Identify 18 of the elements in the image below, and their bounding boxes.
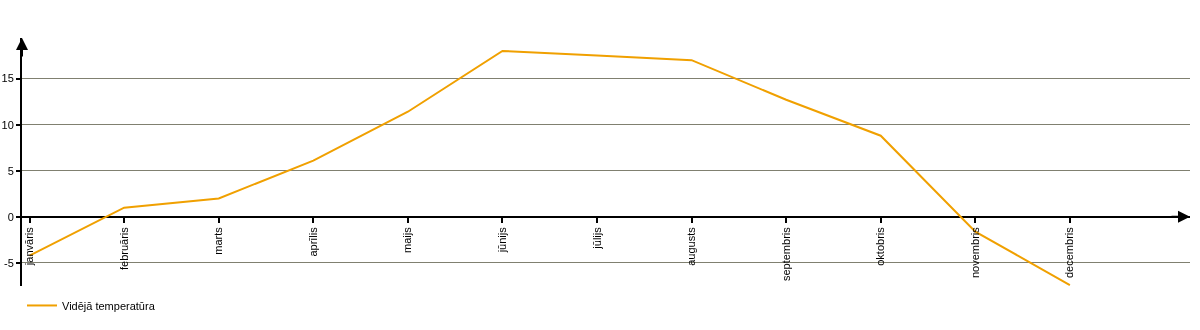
x-tick-label: augusts	[685, 226, 698, 266]
y-tick-label: 0	[7, 210, 14, 223]
x-tick-label: jūnijs	[496, 226, 509, 254]
x-tick-label: februāris	[117, 226, 130, 271]
x-tick-label: marts	[212, 226, 225, 255]
legend-label: Vidējā temperatūra	[62, 299, 156, 312]
x-tick-label: septembris	[779, 226, 792, 282]
x-tick-label: maijs	[401, 226, 414, 253]
y-tick-label: 5	[7, 164, 14, 177]
x-tick-label: oktobris	[874, 226, 887, 266]
y-tick-label: 15	[1, 72, 14, 85]
x-tick-label: janvāris	[23, 226, 36, 267]
x-tick-label: decembris	[1063, 226, 1076, 279]
y-tick-label: -5	[4, 256, 14, 269]
x-tick-label: novembris	[968, 226, 981, 279]
x-tick-label: aprīlis	[306, 226, 319, 257]
x-tick-label: jūlijs	[590, 226, 603, 250]
y-tick-label: 10	[1, 118, 14, 131]
